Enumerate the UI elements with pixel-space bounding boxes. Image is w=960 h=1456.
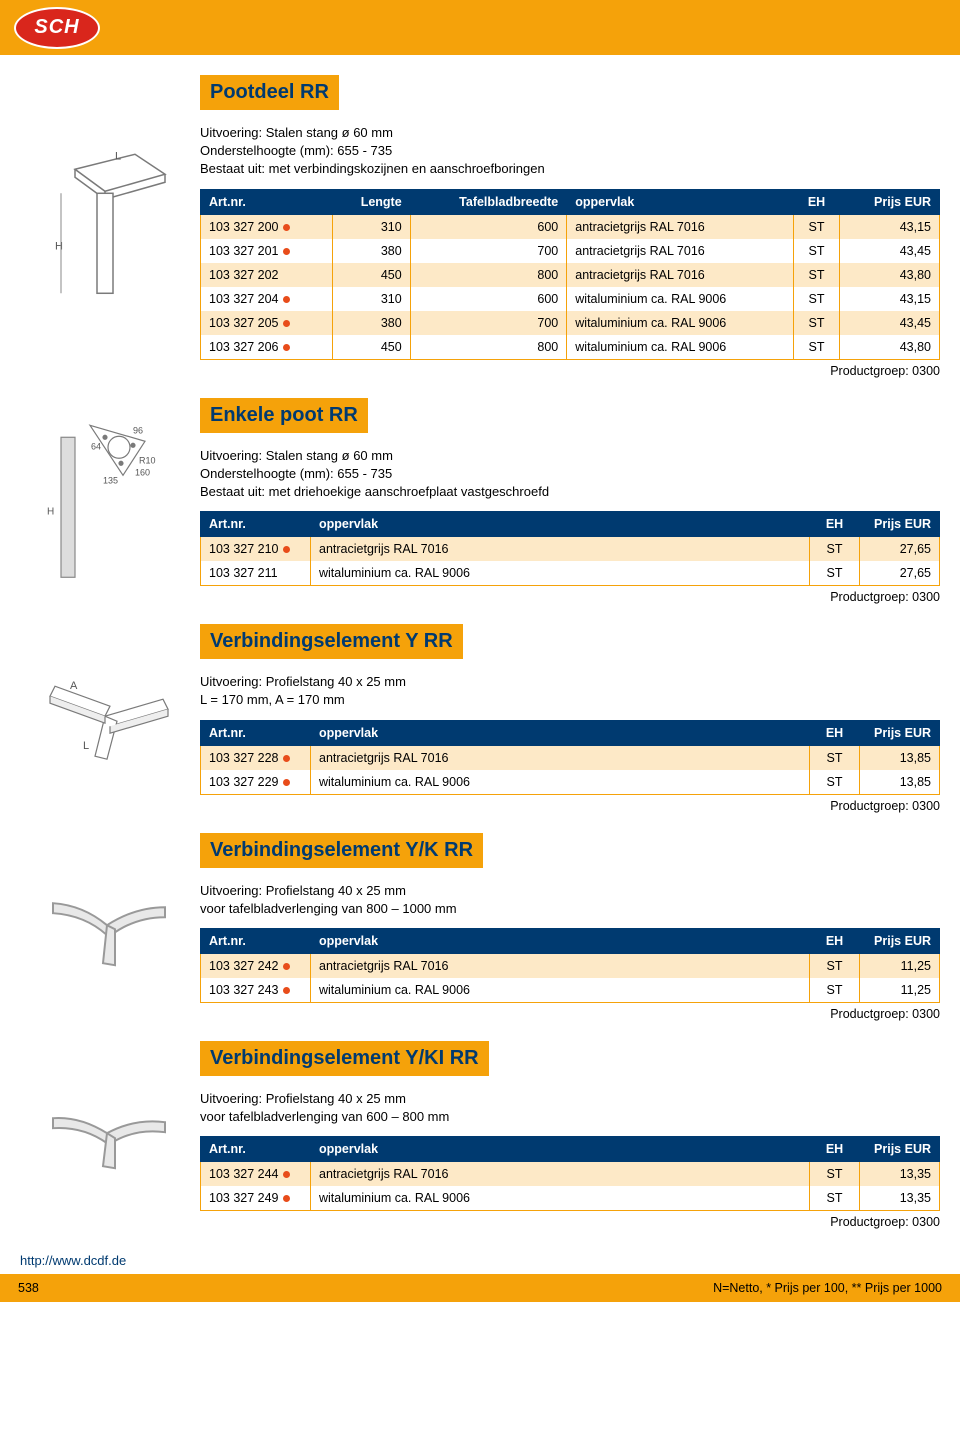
page-number: 538 [18,1281,39,1295]
table-header-row: Art.nr. Lengte Tafelbladbreedte oppervla… [201,189,940,214]
table-row: 103 327 200310600antracietgrijs RAL 7016… [201,214,940,239]
stock-dot-icon [283,1195,290,1202]
productgroup: Productgroep: 0300 [200,1215,940,1229]
enkele-poot-diagram-icon: 96 64 R10 135 160 H [35,404,185,605]
diagram-enkele-poot: 96 64 R10 135 160 H [20,398,200,605]
svg-text:A: A [70,680,78,692]
table-row: 103 327 243witaluminium ca. RAL 9006ST11… [201,978,940,1003]
table-row: 103 327 211witaluminium ca. RAL 9006ST27… [201,561,940,586]
table-header-row: Art.nr. oppervlak EH Prijs EUR [201,512,940,537]
stock-dot-icon [283,963,290,970]
svg-text:L: L [115,150,121,162]
section-desc: Uitvoering: Stalen stang ø 60 mm Onderst… [200,447,940,502]
table-enkele-poot: Art.nr. oppervlak EH Prijs EUR 103 327 2… [200,511,940,586]
svg-text:64: 64 [91,441,101,451]
section-enkele-poot-rr: 96 64 R10 135 160 H Enkele poot RR Uitvo… [20,398,940,605]
stock-dot-icon [283,344,290,351]
svg-text:96: 96 [133,425,143,435]
yk-rr-diagram-icon [35,839,185,1021]
section-title: Pootdeel RR [200,75,339,110]
section-title: Verbindingselement Y/K RR [200,833,483,868]
productgroup: Productgroep: 0300 [200,590,940,604]
header-bar: SCH [0,0,960,55]
table-row: 103 327 244antracietgrijs RAL 7016ST13,3… [201,1162,940,1187]
stock-dot-icon [283,779,290,786]
table-header-row: Art.nr. oppervlak EH Prijs EUR [201,720,940,745]
section-desc: Uitvoering: Profielstang 40 x 25 mm voor… [200,1090,940,1126]
pootdeel-diagram-icon: L H [35,81,185,378]
y-rr-diagram-icon: A L [35,630,185,812]
table-row: 103 327 201380700antracietgrijs RAL 7016… [201,239,940,263]
stock-dot-icon [283,248,290,255]
section-verbindingselement-yk-rr: Verbindingselement Y/K RR Uitvoering: Pr… [20,833,940,1021]
diagram-yk-rr [20,833,200,1021]
logo: SCH [14,7,100,49]
table-row: 103 327 205380700witaluminium ca. RAL 90… [201,311,940,335]
section-desc: Uitvoering: Stalen stang ø 60 mm Onderst… [200,124,940,179]
table-y-rr: Art.nr. oppervlak EH Prijs EUR 103 327 2… [200,720,940,795]
footer-bar: 538 N=Netto, * Prijs per 100, ** Prijs p… [0,1274,960,1302]
section-title: Verbindingselement Y/KI RR [200,1041,489,1076]
table-row: 103 327 228antracietgrijs RAL 7016ST13,8… [201,745,940,770]
table-row: 103 327 249witaluminium ca. RAL 9006ST13… [201,1186,940,1211]
diagram-pootdeel: L H [20,75,200,378]
table-header-row: Art.nr. oppervlak EH Prijs EUR [201,1137,940,1162]
productgroup: Productgroep: 0300 [200,364,940,378]
diagram-yki-rr [20,1041,200,1229]
table-row: 103 327 210antracietgrijs RAL 7016ST27,6… [201,537,940,562]
stock-dot-icon [283,755,290,762]
stock-dot-icon [283,296,290,303]
table-yk-rr: Art.nr. oppervlak EH Prijs EUR 103 327 2… [200,928,940,1003]
stock-dot-icon [283,546,290,553]
logo-text: SCH [34,16,79,39]
productgroup: Productgroep: 0300 [200,1007,940,1021]
diagram-y-rr: A L [20,624,200,812]
stock-dot-icon [283,224,290,231]
svg-text:H: H [47,506,54,517]
svg-text:135: 135 [103,475,118,485]
table-row: 103 327 204310600witaluminium ca. RAL 90… [201,287,940,311]
section-desc: Uitvoering: Profielstang 40 x 25 mm L = … [200,673,940,709]
section-verbindingselement-yki-rr: Verbindingselement Y/KI RR Uitvoering: P… [20,1041,940,1229]
svg-text:H: H [55,240,63,252]
content: L H Pootdeel RR Uitvoering: Stalen stang… [0,75,960,1229]
table-row: 103 327 202450800antracietgrijs RAL 7016… [201,263,940,287]
yki-rr-diagram-icon [35,1047,185,1229]
svg-text:L: L [83,740,89,752]
section-verbindingselement-y-rr: A L Verbindingselement Y RR Uitvoering: … [20,624,940,812]
svg-text:R10: R10 [139,455,156,465]
section-title: Verbindingselement Y RR [200,624,463,659]
footer-note: N=Netto, * Prijs per 100, ** Prijs per 1… [713,1281,942,1295]
section-desc: Uitvoering: Profielstang 40 x 25 mm voor… [200,882,940,918]
table-row: 103 327 206450800witaluminium ca. RAL 90… [201,335,940,360]
table-pootdeel: Art.nr. Lengte Tafelbladbreedte oppervla… [200,189,940,360]
table-header-row: Art.nr. oppervlak EH Prijs EUR [201,928,940,953]
table-row: 103 327 229witaluminium ca. RAL 9006ST13… [201,770,940,795]
svg-text:160: 160 [135,467,150,477]
stock-dot-icon [283,1171,290,1178]
table-yki-rr: Art.nr. oppervlak EH Prijs EUR 103 327 2… [200,1136,940,1211]
footer-link[interactable]: http://www.dcdf.de [20,1253,960,1268]
productgroup: Productgroep: 0300 [200,799,940,813]
stock-dot-icon [283,987,290,994]
table-row: 103 327 242antracietgrijs RAL 7016ST11,2… [201,953,940,978]
section-pootdeel-rr: L H Pootdeel RR Uitvoering: Stalen stang… [20,75,940,378]
section-title: Enkele poot RR [200,398,368,433]
stock-dot-icon [283,320,290,327]
